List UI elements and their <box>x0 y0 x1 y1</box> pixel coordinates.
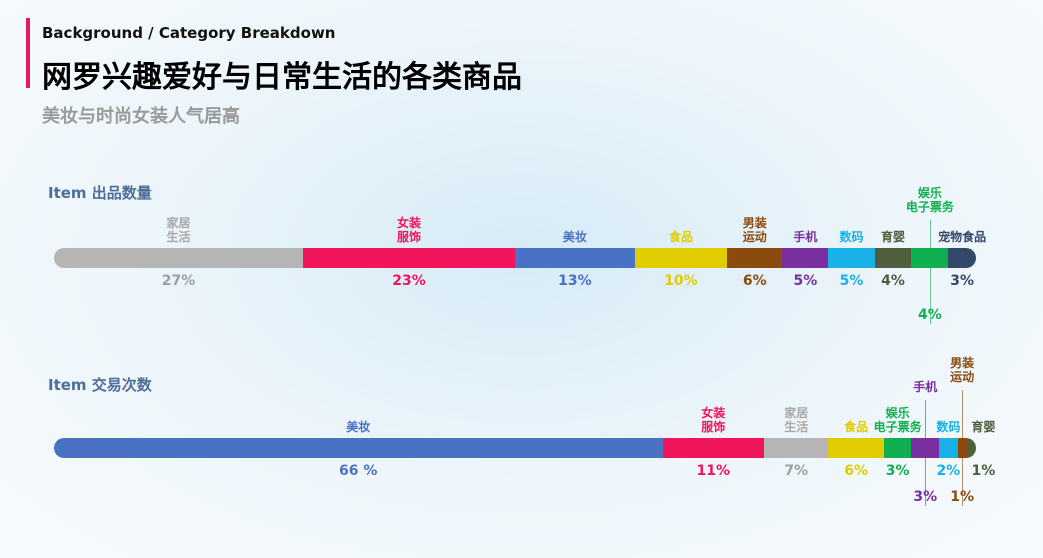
leader-line <box>962 390 964 506</box>
bar-segment <box>948 248 976 268</box>
bar-segment <box>634 248 728 268</box>
bar-segment <box>828 438 884 458</box>
category-label: 家居 生活 <box>784 406 809 434</box>
eyebrow: Background / Category Breakdown <box>42 24 336 42</box>
bar-segment <box>515 248 635 268</box>
value-label: 1% <box>971 463 996 479</box>
category-label: 男装 运动 <box>950 356 975 384</box>
category-label: 美妆 <box>346 420 371 434</box>
bar-segment <box>662 438 764 458</box>
category-label: 宠物食品 <box>938 230 987 244</box>
bar-segment <box>883 438 912 458</box>
category-label: 数码 <box>839 230 864 244</box>
slide-title: 网罗兴趣爱好与日常生活的各类商品 <box>42 60 522 95</box>
bar-segment <box>727 248 783 268</box>
bar-segment <box>874 248 912 268</box>
chart-title: Item 交易次数 <box>48 376 152 394</box>
category-label: 手机 <box>793 230 818 244</box>
chart-title: Item 出品数量 <box>48 184 152 202</box>
value-label: 13% <box>558 273 592 289</box>
value-label: 6% <box>742 273 767 289</box>
category-label: 育婴 <box>971 420 996 434</box>
subtitle: 美妆与时尚女装人气居高 <box>42 106 240 127</box>
value-label: 66 % <box>339 463 378 479</box>
value-label: 4% <box>881 273 905 289</box>
bar-segment <box>302 248 515 268</box>
bar-segment <box>54 248 303 268</box>
bar-segment <box>54 438 663 458</box>
value-label: 2% <box>936 463 961 479</box>
category-label: 手机 <box>913 380 938 394</box>
value-label: 23% <box>392 273 426 289</box>
category-label: 娱乐 电子票务 <box>905 186 954 214</box>
category-label: 美妆 <box>562 230 587 244</box>
value-label: 6% <box>844 463 869 479</box>
bar-segment <box>966 438 976 458</box>
bar-segment <box>828 248 875 268</box>
bar-segment <box>782 248 829 268</box>
value-label: 5% <box>793 273 818 289</box>
value-label: 10% <box>664 273 698 289</box>
stacked-bar <box>54 438 976 458</box>
category-label: 食品 <box>844 420 869 434</box>
value-label: 11% <box>696 463 730 479</box>
value-label: 7% <box>784 463 809 479</box>
category-label: 娱乐 电子票务 <box>873 406 922 434</box>
value-label: 3% <box>950 273 975 289</box>
category-label: 育婴 <box>881 230 906 244</box>
value-label: 27% <box>161 273 196 289</box>
leader-line <box>925 400 927 506</box>
category-label: 女装 服饰 <box>701 406 726 434</box>
value-label: 3% <box>885 463 910 479</box>
category-label: 家居 生活 <box>166 216 191 244</box>
bar-segment <box>763 438 829 458</box>
accent-bar <box>26 18 30 88</box>
value-label: 5% <box>839 273 864 289</box>
category-label: 女装 服饰 <box>396 216 421 244</box>
category-label: 男装 运动 <box>742 216 767 244</box>
stacked-bar <box>54 248 976 268</box>
leader-line <box>929 220 931 324</box>
category-label: 食品 <box>668 230 693 244</box>
category-label: 数码 <box>936 420 961 434</box>
bar-segment <box>939 438 958 458</box>
